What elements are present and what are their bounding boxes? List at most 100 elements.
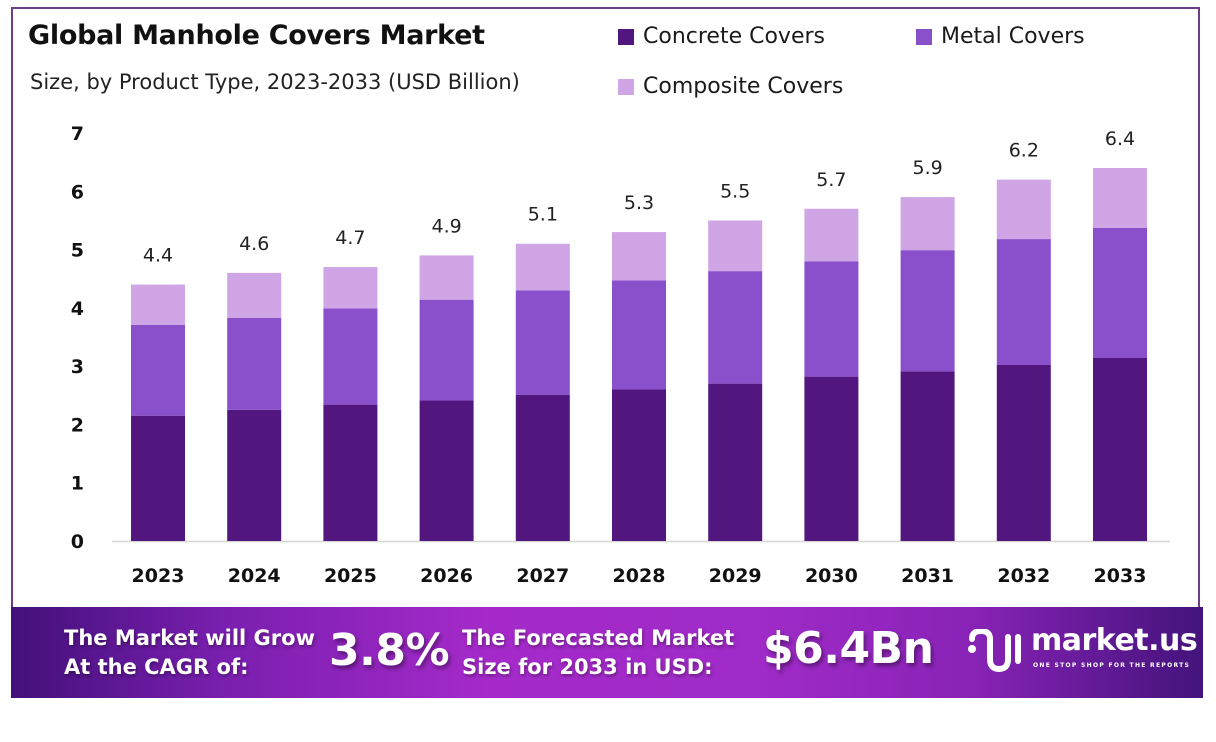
bar-stack-2029	[708, 220, 763, 541]
x-tick-label: 2027	[516, 565, 569, 587]
x-tick-label: 2029	[709, 565, 762, 587]
total-labels: 4.4 4.6 4.7 4.9 5.1 5.3 5.5 5.7 5.9 6.2 6.4	[143, 128, 1135, 267]
total-data-label: 4.4	[143, 245, 173, 267]
bar-stack-2023	[131, 284, 185, 541]
y-tick-label: 2	[71, 414, 84, 436]
bar-stack-2032	[996, 179, 1051, 541]
bar-segment-concrete-covers	[1093, 357, 1147, 541]
legend-item-metal: Metal Covers	[916, 24, 1085, 49]
bar-segment-metal-covers	[900, 250, 955, 372]
bar-stack-2033	[1093, 167, 1147, 541]
bar-segment-composite-covers	[804, 208, 859, 262]
bar-segment-concrete-covers	[323, 404, 378, 541]
bar-segment-composite-covers	[227, 272, 282, 318]
legend-label-metal: Metal Covers	[941, 24, 1085, 49]
x-tick-label: 2026	[420, 565, 473, 587]
bar-stack-2025	[323, 267, 378, 541]
legend-swatch-composite	[618, 78, 634, 95]
total-data-label: 6.2	[1009, 140, 1039, 162]
bar-segment-metal-covers	[131, 324, 185, 416]
total-data-label: 5.1	[528, 204, 558, 226]
legend-item-concrete: Concrete Covers	[618, 24, 825, 49]
x-tick-label: 2028	[613, 565, 666, 587]
forecast-text: The Forecasted Market Size for 2033 in U…	[462, 624, 734, 682]
total-data-label: 5.9	[912, 157, 942, 179]
bar-segment-metal-covers	[612, 280, 666, 390]
bar-segment-composite-covers	[1093, 167, 1147, 229]
bar-segment-concrete-covers	[612, 389, 666, 541]
bar-segment-composite-covers	[515, 243, 570, 291]
bar-segment-concrete-covers	[419, 400, 474, 541]
x-tick-label: 2033	[1094, 565, 1147, 587]
market-us-logo-icon	[968, 629, 1021, 673]
y-tick-label: 7	[71, 123, 84, 145]
cagr-text-line1: The Market will Grow	[64, 626, 315, 650]
bar-segment-metal-covers	[1093, 228, 1147, 358]
total-data-label: 4.9	[431, 215, 461, 237]
legend-swatch-concrete	[618, 28, 634, 45]
bar-segment-concrete-covers	[996, 364, 1051, 541]
bar-segment-concrete-covers	[708, 383, 763, 541]
bar-segment-metal-covers	[996, 239, 1051, 365]
bar-segment-composite-covers	[708, 220, 763, 272]
forecast-text-line2: Size for 2033 in USD:	[462, 655, 713, 679]
x-tick-label: 2032	[997, 565, 1050, 587]
logo-name: market.us	[1031, 623, 1198, 658]
bar-segment-metal-covers	[804, 261, 859, 377]
total-data-label: 4.6	[239, 233, 269, 255]
bar-stack-2027	[515, 243, 570, 541]
y-tick-label: 6	[71, 181, 84, 203]
y-axis: 0 1 2 3 4 5 6 7	[71, 123, 84, 553]
bar-stack-2028	[612, 232, 666, 541]
cagr-value: 3.8%	[329, 625, 450, 676]
bar-segment-concrete-covers	[227, 409, 282, 541]
bar-segment-concrete-covers	[900, 371, 955, 541]
bar-stack-2030	[804, 208, 859, 541]
total-data-label: 6.4	[1105, 128, 1135, 150]
legend-label-composite: Composite Covers	[643, 74, 844, 99]
legend-swatch-metal	[916, 28, 932, 45]
bar-stack-2026	[419, 255, 474, 541]
total-data-label: 5.5	[720, 180, 750, 202]
total-data-label: 5.3	[624, 192, 654, 214]
chart-title: Global Manhole Covers Market	[28, 20, 485, 51]
forecast-text-line1: The Forecasted Market	[462, 626, 735, 650]
chart-subtitle: Size, by Product Type, 2023-2033 (USD Bi…	[30, 70, 520, 94]
bar-segment-composite-covers	[900, 197, 955, 251]
bar-segment-metal-covers	[419, 299, 474, 401]
summary-banner: The Market will Grow At the CAGR of: 3.8…	[11, 607, 1203, 698]
y-tick-label: 1	[71, 473, 84, 495]
bar-stack-2031	[900, 197, 955, 541]
logo-tagline: ONE STOP SHOP FOR THE REPORTS	[1033, 662, 1191, 669]
bar-segment-composite-covers	[612, 232, 666, 281]
bar-stack-2024	[227, 272, 282, 541]
stacked-bar-chart: 0 1 2 3 4 5 6 7 2023 2024 2025 2026 2027 2028 2029 203…	[71, 123, 1170, 587]
bar-segment-metal-covers	[323, 308, 378, 405]
cagr-text-line2: At the CAGR of:	[64, 655, 249, 679]
y-tick-label: 4	[71, 298, 84, 320]
x-tick-label: 2031	[901, 565, 954, 587]
bar-segment-composite-covers	[323, 267, 378, 309]
bar-segment-composite-covers	[996, 179, 1051, 240]
legend-item-composite: Composite Covers	[618, 74, 843, 99]
bar-segment-composite-covers	[419, 255, 474, 300]
bar-segment-metal-covers	[227, 317, 282, 410]
bar-segment-composite-covers	[131, 284, 185, 325]
bar-segment-metal-covers	[515, 290, 570, 395]
bars	[131, 167, 1147, 541]
y-tick-label: 5	[71, 240, 84, 262]
total-data-label: 5.7	[816, 169, 846, 191]
x-tick-label: 2023	[132, 565, 185, 587]
legend-label-concrete: Concrete Covers	[643, 24, 825, 49]
bar-segment-concrete-covers	[804, 376, 859, 541]
bar-segment-metal-covers	[708, 271, 763, 384]
x-tick-label: 2024	[228, 565, 281, 587]
x-tick-label: 2025	[324, 565, 377, 587]
total-data-label: 4.7	[335, 227, 365, 249]
x-axis: 2023 2024 2025 2026 2027 2028 2029 2030 2031 2032…	[132, 565, 1147, 587]
bar-segment-concrete-covers	[131, 415, 185, 541]
cagr-text: The Market will Grow At the CAGR of:	[64, 624, 315, 682]
x-tick-label: 2030	[805, 565, 858, 587]
y-tick-label: 0	[71, 531, 84, 553]
y-tick-label: 3	[71, 356, 84, 378]
